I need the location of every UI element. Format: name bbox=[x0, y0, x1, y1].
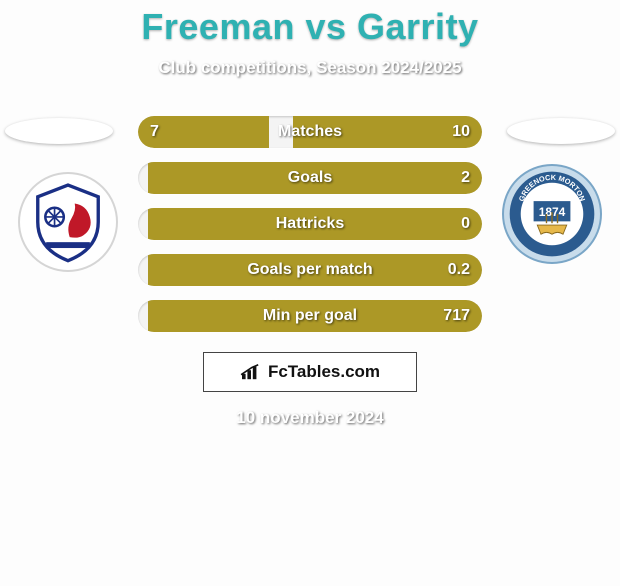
source-logo-box: FcTables.com bbox=[203, 352, 417, 392]
stat-value-right: 0 bbox=[461, 208, 470, 240]
club-crest-right-icon: 1874 GREENOCK MORTON bbox=[506, 168, 598, 260]
stat-row-min-per-goal: Min per goal 717 bbox=[138, 300, 482, 332]
club-crest-left-icon bbox=[26, 180, 110, 264]
player-left-oval bbox=[5, 118, 113, 144]
stat-label: Goals per match bbox=[138, 254, 482, 286]
stat-label: Matches bbox=[138, 116, 482, 148]
club-badge-left bbox=[18, 172, 118, 272]
stat-row-goals-per-match: Goals per match 0.2 bbox=[138, 254, 482, 286]
player-right-oval bbox=[507, 118, 615, 144]
stat-label: Min per goal bbox=[138, 300, 482, 332]
page-subtitle: Club competitions, Season 2024/2025 bbox=[0, 58, 620, 78]
stat-label: Hattricks bbox=[138, 208, 482, 240]
page-title: Freeman vs Garrity bbox=[0, 6, 620, 48]
source-logo-text: FcTables.com bbox=[268, 362, 380, 382]
stat-value-right: 10 bbox=[452, 116, 470, 148]
stat-value-right: 2 bbox=[461, 162, 470, 194]
stat-row-matches: 7 Matches 10 bbox=[138, 116, 482, 148]
bar-chart-icon bbox=[240, 363, 262, 381]
club-badge-right: 1874 GREENOCK MORTON bbox=[502, 164, 602, 264]
stat-value-right: 0.2 bbox=[448, 254, 470, 286]
stat-row-hattricks: Hattricks 0 bbox=[138, 208, 482, 240]
stat-value-right: 717 bbox=[443, 300, 470, 332]
stat-bars: 7 Matches 10 Goals 2 Hattricks 0 Goals p… bbox=[138, 116, 482, 346]
stat-row-goals: Goals 2 bbox=[138, 162, 482, 194]
comparison-content: 1874 GREENOCK MORTON 7 Matches 10 bbox=[0, 102, 620, 422]
date-text: 10 november 2024 bbox=[0, 408, 620, 428]
stat-label: Goals bbox=[138, 162, 482, 194]
